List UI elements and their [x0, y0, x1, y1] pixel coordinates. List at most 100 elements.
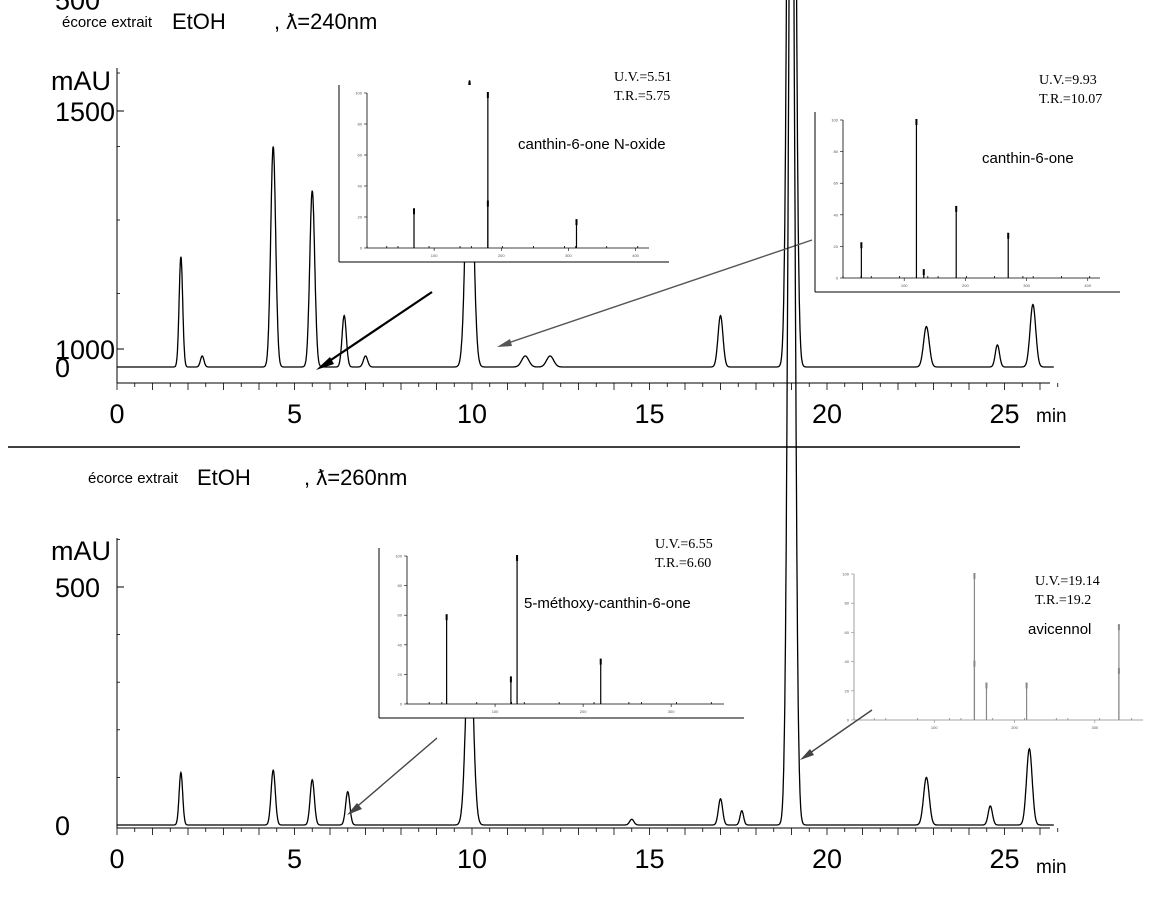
inset-x-tick-label: 100 — [931, 725, 938, 730]
inset-x-tick-label: 400 — [1084, 283, 1091, 288]
arrow-head — [497, 339, 512, 347]
arrow-head — [316, 357, 334, 370]
inset-y-tick-label: 80 — [834, 149, 839, 154]
y-tick-label: 0 — [55, 811, 70, 841]
x-tick-label: 5 — [287, 399, 302, 429]
inset-y-tick-label: 40 — [398, 642, 403, 647]
inset-y-tick-label: 20 — [834, 244, 839, 249]
inset-y-tick-label: 40 — [358, 184, 363, 189]
y-tick-label: 500 — [55, 0, 100, 16]
inset-peak-label-mark — [1007, 232, 1010, 239]
x-tick-label: 25 — [989, 399, 1019, 429]
inset-tr-label: T.R.=10.07 — [1039, 92, 1102, 107]
inset-peak-label-mark — [1117, 624, 1120, 631]
inset-peak-label-mark — [445, 614, 448, 621]
bottom-title-wavelength: , ƛ=260nm — [304, 465, 407, 490]
inset-peak-label-mark — [413, 208, 415, 215]
bottom-title-solvent: EtOH — [197, 465, 251, 490]
bottom-chromatogram-trace — [117, 0, 1054, 826]
x-tick-label: 0 — [109, 844, 124, 874]
annotation-arrow — [806, 709, 873, 756]
inset-y-tick-label: 100 — [831, 118, 838, 123]
inset-y-tick-label: 20 — [398, 672, 403, 677]
inset-peak-label-mark — [486, 92, 489, 98]
y-tick-label: 0 — [55, 353, 70, 383]
inset-x-tick-label: 300 — [565, 253, 572, 258]
top-chromatogram-trace — [117, 0, 1054, 368]
inset-tr-label: T.R.=19.2 — [1035, 593, 1091, 608]
x-tick-label: 20 — [812, 844, 842, 874]
inset-x-tick-label: 100 — [901, 283, 908, 288]
inset-y-tick-label: 0 — [360, 246, 363, 251]
y-tick-label: 1000 — [55, 335, 115, 365]
chromatogram-260nm: écorce extrait EtOH , ƛ=260nm mAU min 0 5… — [51, 0, 1163, 878]
inset-compound-label: canthin-6-one — [982, 150, 1074, 167]
inset-y-tick-label: 60 — [845, 630, 850, 635]
annotation-arrow — [352, 737, 438, 811]
x-tick-label: 15 — [634, 399, 664, 429]
x-tick-label: 25 — [989, 844, 1019, 874]
inset-x-tick-label: 300 — [1023, 283, 1030, 288]
inset-y-tick-label: 20 — [845, 688, 850, 693]
y-tick-label: 1500 — [55, 97, 115, 127]
inset-uv-label: U.V.=5.51 — [614, 70, 672, 85]
top-y-axis-label: mAU — [51, 66, 111, 96]
inset-peak-label-mark — [486, 200, 489, 207]
inset-peak-label-mark — [955, 205, 958, 212]
inset-y-tick-label: 60 — [358, 153, 363, 158]
inset-peak-label-mark — [985, 682, 988, 689]
inset-x-tick-label: 300 — [1091, 725, 1098, 730]
inset-peak-label-mark — [922, 269, 925, 276]
inset-x-tick-label: 100 — [431, 253, 438, 258]
bottom-title-prefix: écorce extrait — [88, 470, 179, 487]
x-tick-label: 0 — [109, 399, 124, 429]
chromatogram-240nm: écorce extrait EtOH , ƛ=240nm mAU min 0 5… — [51, 0, 1120, 429]
inset-uv-label: U.V.=19.14 — [1035, 574, 1100, 589]
bottom-y-axis-label: mAU — [51, 536, 111, 566]
inset-peak-label-mark — [1117, 667, 1120, 674]
inset-uv-label: U.V.=9.93 — [1039, 73, 1097, 88]
inset-peak-label-mark — [509, 676, 512, 683]
inset-x-tick-label: 200 — [1011, 725, 1018, 730]
inset-y-tick-label: 80 — [358, 122, 363, 127]
inset-x-tick-label: 200 — [498, 253, 505, 258]
inset-x-tick-label: 200 — [580, 709, 587, 714]
inset-y-tick-label: 40 — [834, 212, 839, 217]
inset-peak-label-mark — [599, 658, 602, 665]
inset-y-tick-label: 0 — [847, 718, 850, 723]
inset-peak-label-mark — [516, 555, 519, 561]
inset-x-tick-label: 400 — [632, 253, 639, 258]
inset-tr-label: T.R.=5.75 — [614, 89, 670, 104]
inset-y-tick-label: 100 — [395, 554, 402, 559]
x-tick-label: 20 — [812, 399, 842, 429]
x-tick-label: 10 — [457, 399, 487, 429]
bottom-x-axis-label: min — [1036, 857, 1067, 878]
inset-y-tick-label: 80 — [845, 601, 850, 606]
inset-y-tick-label: 100 — [842, 572, 849, 577]
inset-y-tick-label: 80 — [398, 583, 403, 588]
inset-peak-label-mark — [1025, 682, 1028, 689]
inset-compound-label: 5-méthoxy-canthin-6-one — [524, 595, 691, 612]
inset-y-tick-label: 100 — [355, 91, 362, 96]
top-title-solvent: EtOH — [172, 9, 226, 34]
y-tick-label: 500 — [55, 573, 100, 603]
x-tick-label: 15 — [634, 844, 664, 874]
inset-y-tick-label: 0 — [836, 276, 839, 281]
x-tick-label: 5 — [287, 844, 302, 874]
inset-y-tick-label: 0 — [400, 702, 403, 707]
inset-y-tick-label: 40 — [845, 659, 850, 664]
top-x-axis-label: min — [1036, 406, 1067, 427]
arrow-head — [347, 803, 362, 815]
inset-background — [826, 566, 1163, 734]
inset-x-tick-label: 300 — [668, 709, 675, 714]
x-tick-label: 10 — [457, 844, 487, 874]
inset-peak-label-mark — [575, 219, 578, 226]
top-title-prefix: écorce extrait — [62, 14, 153, 31]
inset-uv-label: U.V.=6.55 — [655, 537, 713, 552]
inset-tr-label: T.R.=6.60 — [655, 556, 711, 571]
annotation-arrow — [321, 291, 433, 367]
inset-peak-label-mark — [973, 573, 976, 579]
inset-x-tick-label: 200 — [962, 283, 969, 288]
